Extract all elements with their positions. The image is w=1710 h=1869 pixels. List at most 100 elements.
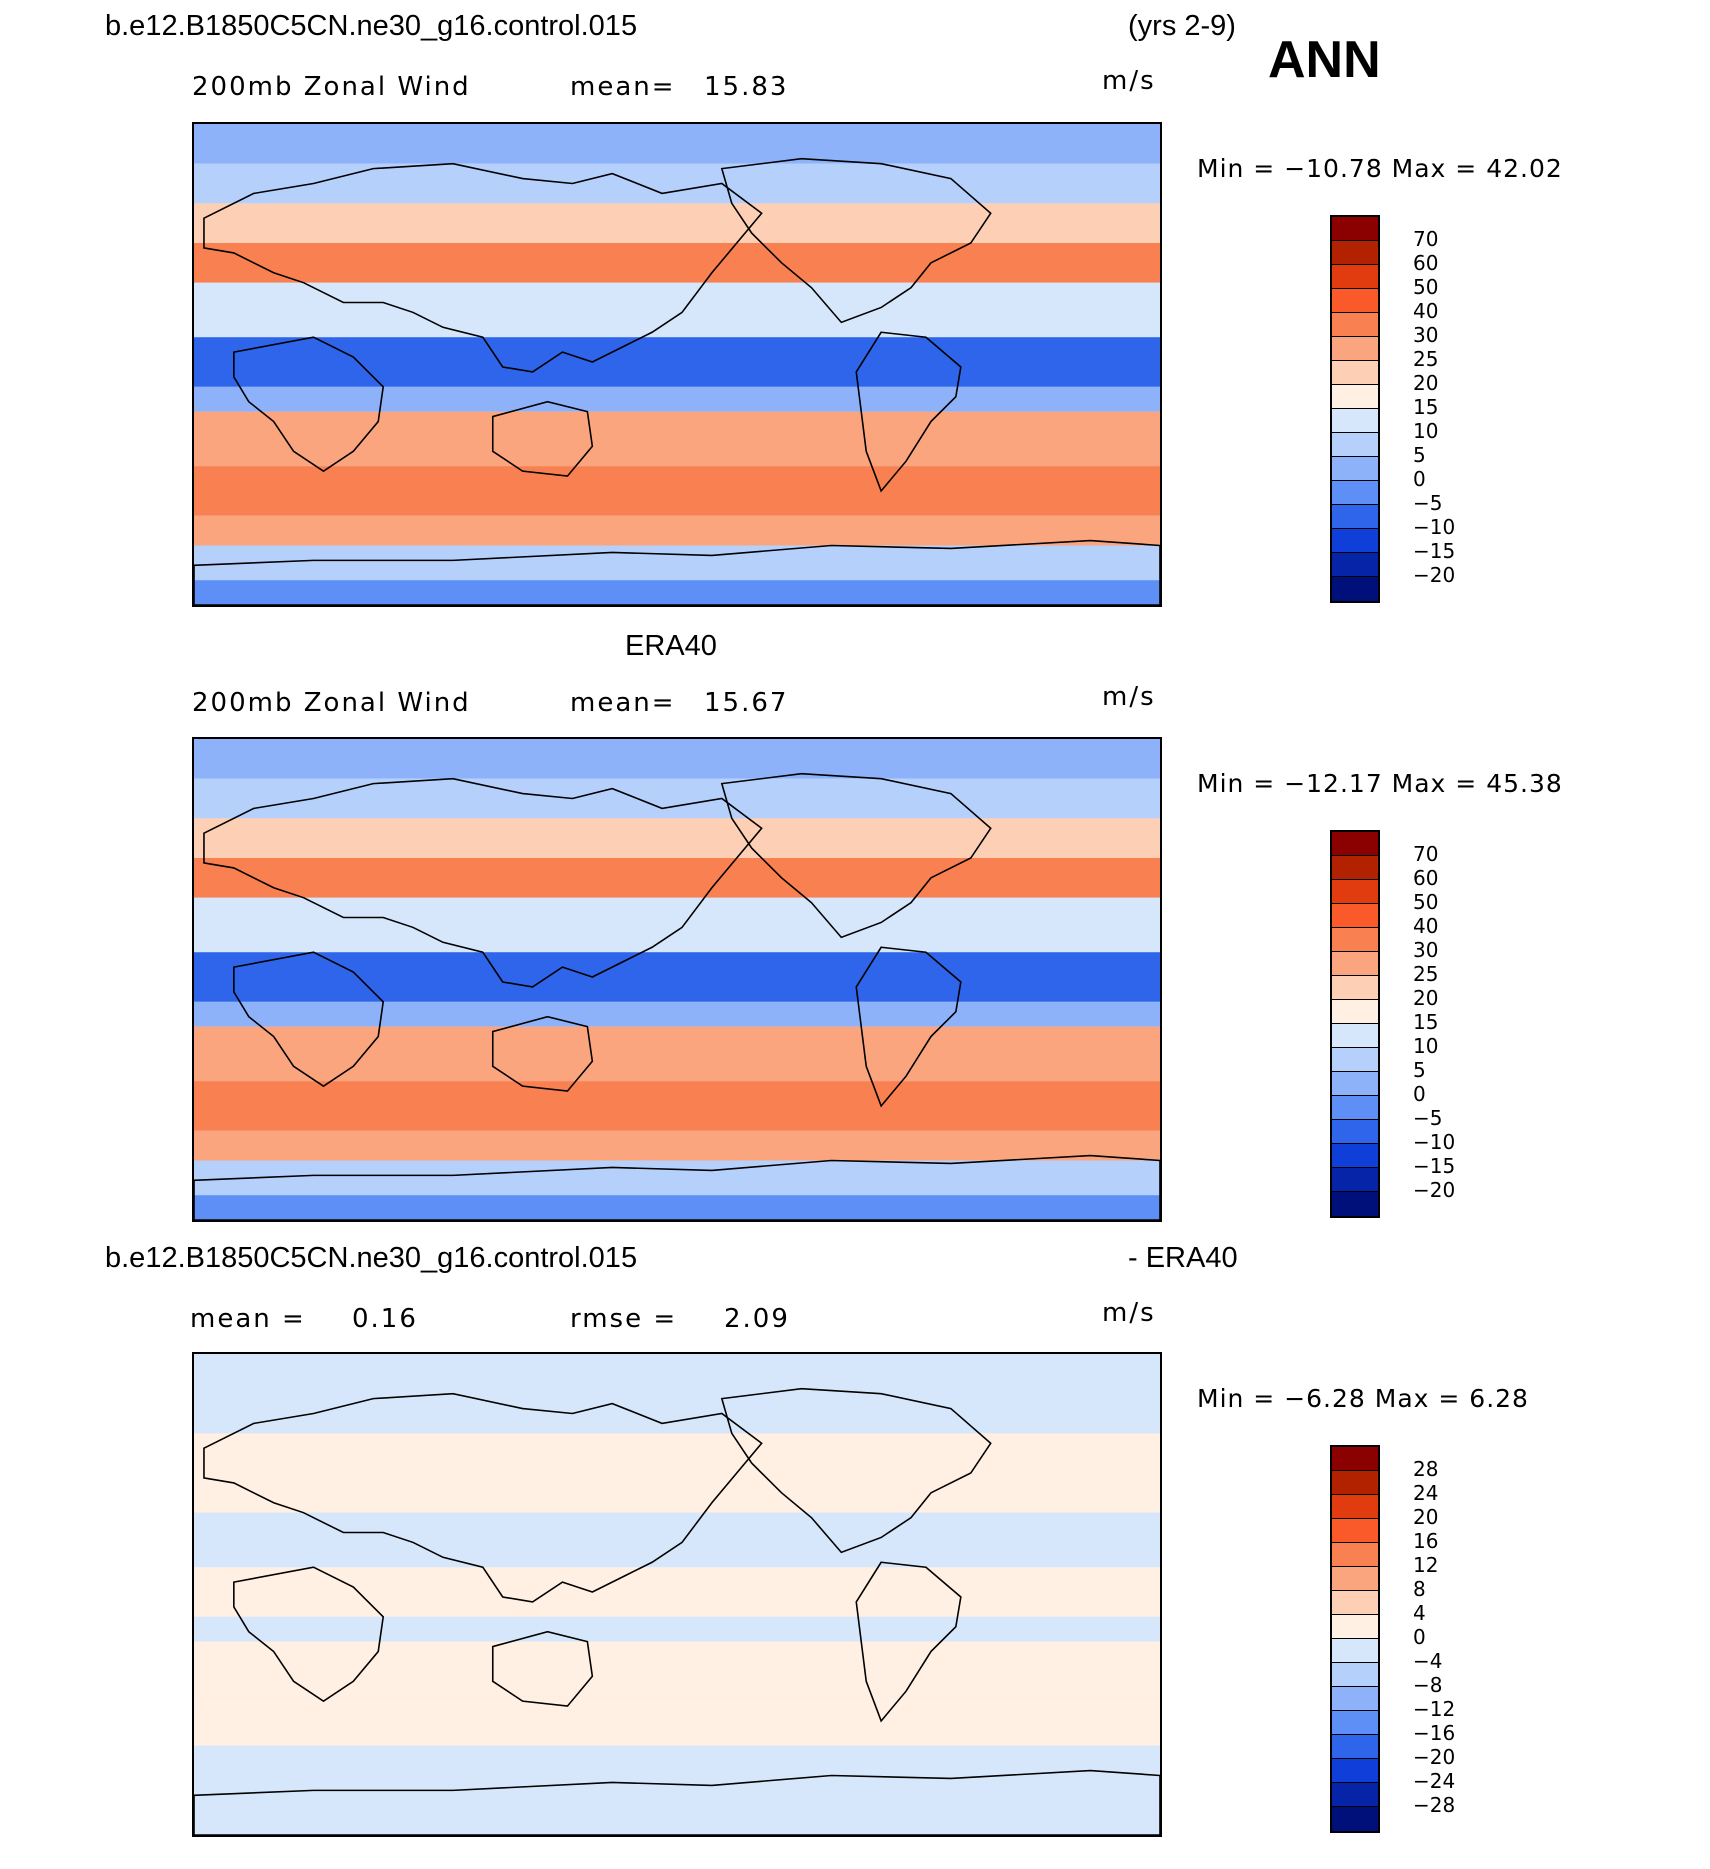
wind-band bbox=[194, 1001, 1160, 1027]
coastline bbox=[855, 1561, 962, 1723]
colorbar-label: −16 bbox=[1413, 1721, 1456, 1745]
colorbar-label: 40 bbox=[1413, 299, 1439, 323]
panel1-colorbar bbox=[1330, 215, 1380, 603]
coastline bbox=[720, 772, 992, 939]
wind-band bbox=[194, 1195, 1160, 1220]
colorbar-swatch bbox=[1332, 1711, 1378, 1735]
wind-band bbox=[194, 1641, 1160, 1697]
colorbar-swatch bbox=[1332, 241, 1378, 265]
panel3-rmse-value: 2.09 bbox=[724, 1304, 790, 1334]
colorbar-swatch bbox=[1332, 1687, 1378, 1711]
wind-band bbox=[194, 1473, 1160, 1513]
panel3-mean-label: mean = bbox=[190, 1304, 306, 1334]
wind-band bbox=[194, 124, 1160, 164]
colorbar-swatch bbox=[1332, 976, 1378, 1000]
panel3-heading-right: - ERA40 bbox=[1128, 1242, 1238, 1274]
colorbar-label: 4 bbox=[1413, 1601, 1426, 1625]
panel1-variable-label: 200mb Zonal Wind bbox=[192, 72, 471, 102]
wind-band bbox=[194, 858, 1160, 898]
colorbar-label: −10 bbox=[1413, 1130, 1456, 1154]
colorbar-swatch bbox=[1332, 1447, 1378, 1471]
colorbar-label: 5 bbox=[1413, 443, 1426, 467]
wind-band bbox=[194, 1026, 1160, 1082]
wind-band bbox=[194, 580, 1160, 605]
coastline bbox=[233, 951, 385, 1088]
panel1-mean-value: 15.83 bbox=[704, 72, 789, 102]
wind-band bbox=[194, 1081, 1160, 1131]
panel2-units: m/s bbox=[1102, 682, 1156, 712]
panel3-rmse-label: rmse = bbox=[570, 1304, 678, 1334]
colorbar-label: −12 bbox=[1413, 1697, 1456, 1721]
colorbar-label: −20 bbox=[1413, 1745, 1456, 1769]
colorbar-label: 12 bbox=[1413, 1553, 1439, 1577]
colorbar-label: −10 bbox=[1413, 515, 1456, 539]
colorbar-label: 50 bbox=[1413, 890, 1439, 914]
coastline bbox=[194, 1154, 1160, 1220]
wind-band bbox=[194, 1160, 1160, 1196]
colorbar-label: −5 bbox=[1413, 1106, 1443, 1130]
panel3-colorbar bbox=[1330, 1445, 1380, 1833]
colorbar-label: 28 bbox=[1413, 1457, 1439, 1481]
wind-band bbox=[194, 1512, 1160, 1568]
colorbar-swatch bbox=[1332, 337, 1378, 361]
wind-band bbox=[194, 386, 1160, 412]
colorbar-swatch bbox=[1332, 1567, 1378, 1591]
colorbar-label: 15 bbox=[1413, 395, 1439, 419]
wind-band bbox=[194, 1745, 1160, 1776]
colorbar-label: 25 bbox=[1413, 962, 1439, 986]
wind-band bbox=[194, 1393, 1160, 1434]
coastline bbox=[233, 1566, 385, 1703]
coastline bbox=[491, 1015, 594, 1092]
colorbar-label: 60 bbox=[1413, 251, 1439, 275]
colorbar-label: 70 bbox=[1413, 842, 1439, 866]
wind-band bbox=[194, 243, 1160, 283]
colorbar-swatch bbox=[1332, 1543, 1378, 1567]
panel2-minmax: Min = −12.17 Max = 45.38 bbox=[1197, 769, 1563, 798]
wind-band bbox=[194, 739, 1160, 779]
colorbar-swatch bbox=[1332, 409, 1378, 433]
colorbar-label: 60 bbox=[1413, 866, 1439, 890]
panel1-map bbox=[192, 122, 1162, 607]
coastline bbox=[720, 157, 992, 324]
season-label: ANN bbox=[1268, 31, 1381, 89]
colorbar-swatch bbox=[1332, 361, 1378, 385]
colorbar-swatch bbox=[1332, 1024, 1378, 1048]
colorbar-label: −8 bbox=[1413, 1673, 1443, 1697]
wind-band bbox=[194, 897, 1160, 953]
colorbar-label: 25 bbox=[1413, 347, 1439, 371]
coastline bbox=[203, 777, 763, 988]
colorbar-label: −15 bbox=[1413, 539, 1456, 563]
coastline bbox=[491, 400, 594, 477]
colorbar-label: 0 bbox=[1413, 1082, 1426, 1106]
colorbar-swatch bbox=[1332, 481, 1378, 505]
colorbar-swatch bbox=[1332, 529, 1378, 553]
colorbar-swatch bbox=[1332, 856, 1378, 880]
colorbar-swatch bbox=[1332, 952, 1378, 976]
colorbar-swatch bbox=[1332, 1096, 1378, 1120]
colorbar-swatch bbox=[1332, 832, 1378, 856]
colorbar-swatch bbox=[1332, 217, 1378, 241]
colorbar-label: 20 bbox=[1413, 371, 1439, 395]
colorbar-swatch bbox=[1332, 1519, 1378, 1543]
colorbar-swatch bbox=[1332, 1471, 1378, 1495]
coastline bbox=[194, 1769, 1160, 1835]
wind-band bbox=[194, 778, 1160, 819]
panel1-units: m/s bbox=[1102, 66, 1156, 96]
colorbar-swatch bbox=[1332, 289, 1378, 313]
wind-band bbox=[194, 1354, 1160, 1394]
coastline bbox=[233, 336, 385, 473]
wind-band bbox=[194, 1567, 1160, 1617]
colorbar-swatch bbox=[1332, 1495, 1378, 1519]
colorbar-label: −4 bbox=[1413, 1649, 1443, 1673]
wind-band bbox=[194, 1775, 1160, 1811]
colorbar-swatch bbox=[1332, 505, 1378, 529]
colorbar-swatch bbox=[1332, 457, 1378, 481]
colorbar-label: 16 bbox=[1413, 1529, 1439, 1553]
colorbar-label: 10 bbox=[1413, 419, 1439, 443]
colorbar-swatch bbox=[1332, 1168, 1378, 1192]
colorbar-swatch bbox=[1332, 385, 1378, 409]
colorbar-swatch bbox=[1332, 553, 1378, 577]
colorbar-swatch bbox=[1332, 880, 1378, 904]
panel1-mean-label: mean= bbox=[570, 72, 676, 102]
colorbar-label: 0 bbox=[1413, 1625, 1426, 1649]
